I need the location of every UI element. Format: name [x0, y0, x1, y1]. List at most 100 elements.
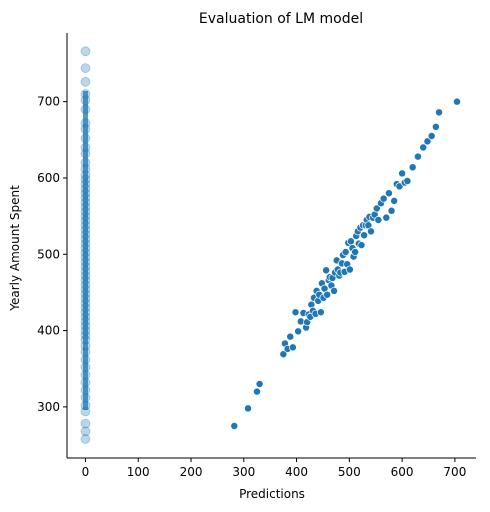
strip-point	[80, 157, 91, 168]
strip-point	[80, 340, 91, 351]
strip-point	[80, 133, 91, 144]
prediction-point	[322, 266, 331, 275]
prediction-point	[379, 194, 388, 203]
points-layer	[230, 97, 461, 430]
prediction-point	[230, 422, 239, 430]
strip-point	[80, 183, 91, 194]
strip-point	[80, 311, 91, 322]
strip-point	[80, 266, 91, 276]
prediction-point	[390, 196, 399, 205]
x-axis-ticks: 0 100 200 300 400 500 600 700	[82, 458, 466, 479]
strip-point	[80, 298, 91, 309]
strip-point	[80, 334, 91, 345]
strip-point	[80, 148, 91, 159]
strip-point	[80, 229, 91, 240]
strip-point	[80, 279, 91, 290]
prediction-point	[341, 248, 350, 256]
strip-point	[80, 275, 91, 286]
strip-point	[80, 188, 91, 199]
strip-point	[80, 211, 91, 222]
prediction-point	[427, 132, 436, 140]
strip-point	[80, 202, 91, 212]
prediction-point	[253, 387, 261, 396]
prediction-point	[294, 327, 303, 336]
x-tick-label: 600	[391, 465, 414, 479]
strip-point	[80, 347, 91, 357]
strip-point	[80, 224, 91, 235]
strip-point	[80, 46, 91, 57]
prediction-point	[244, 404, 252, 413]
strip-point	[80, 377, 91, 388]
prediction-point	[255, 380, 264, 388]
y-tick-label: 700	[37, 95, 60, 109]
strip-point	[80, 170, 91, 180]
strip-point	[80, 206, 91, 217]
x-tick-label: 300	[232, 465, 255, 479]
y-tick-label: 500	[37, 247, 60, 261]
prediction-point	[403, 177, 412, 185]
x-tick-label: 400	[285, 465, 308, 479]
prediction-point	[316, 308, 325, 317]
strip-point	[80, 362, 91, 373]
strip-point	[80, 234, 91, 244]
strip-point	[80, 252, 91, 263]
strip-point	[80, 434, 91, 444]
prediction-point	[345, 265, 354, 274]
strip-point	[80, 238, 91, 249]
prediction-point	[323, 290, 332, 299]
strip-point	[80, 215, 91, 226]
y-tick-label: 600	[37, 171, 60, 185]
x-tick-label: 100	[127, 465, 150, 479]
strip-point	[80, 76, 91, 87]
strip-point	[80, 118, 91, 128]
strip-point	[80, 289, 91, 299]
prediction-point	[367, 227, 375, 236]
strip-point	[80, 261, 91, 272]
strip-point	[80, 406, 91, 417]
strip-point	[80, 95, 91, 106]
strip-point	[80, 243, 91, 254]
prediction-point	[387, 206, 396, 215]
strip-point	[80, 192, 91, 203]
prediction-point	[435, 108, 444, 117]
strip-point	[80, 220, 91, 231]
prediction-point	[360, 231, 369, 240]
prediction-point	[413, 152, 422, 161]
strip-point	[80, 316, 91, 327]
strip-point	[80, 354, 91, 365]
prediction-point	[431, 122, 440, 131]
prediction-point	[330, 286, 338, 295]
x-tick-label: 0	[82, 465, 90, 479]
strip-point	[80, 124, 91, 135]
x-tick-label: 700	[443, 465, 466, 479]
prediction-point	[384, 189, 393, 198]
prediction-point	[453, 97, 461, 106]
prediction-point	[288, 343, 297, 352]
strip-point	[80, 400, 91, 411]
chart-title: Evaluation of LM model	[199, 11, 363, 27]
strip-point	[80, 89, 91, 99]
strip-point	[80, 330, 91, 341]
prediction-point	[357, 241, 366, 250]
strip-point	[80, 179, 91, 189]
strip-point	[80, 197, 91, 208]
strip-point	[80, 163, 91, 174]
strip-point	[80, 418, 91, 429]
strip-point	[80, 247, 91, 258]
strip-point	[80, 392, 91, 403]
prediction-point	[382, 213, 391, 222]
strip-point	[80, 104, 91, 115]
y-tick-label: 300	[37, 400, 60, 414]
prediction-point	[408, 163, 417, 172]
strip-point	[80, 325, 91, 336]
strip-point	[80, 321, 91, 331]
prediction-point	[374, 215, 383, 224]
strip-point	[80, 284, 91, 295]
x-tick-label: 200	[180, 465, 203, 479]
strip-point	[80, 369, 91, 380]
strip-point	[80, 385, 91, 395]
strip-point	[80, 426, 91, 437]
prediction-point	[291, 308, 300, 317]
prediction-point	[351, 248, 360, 256]
